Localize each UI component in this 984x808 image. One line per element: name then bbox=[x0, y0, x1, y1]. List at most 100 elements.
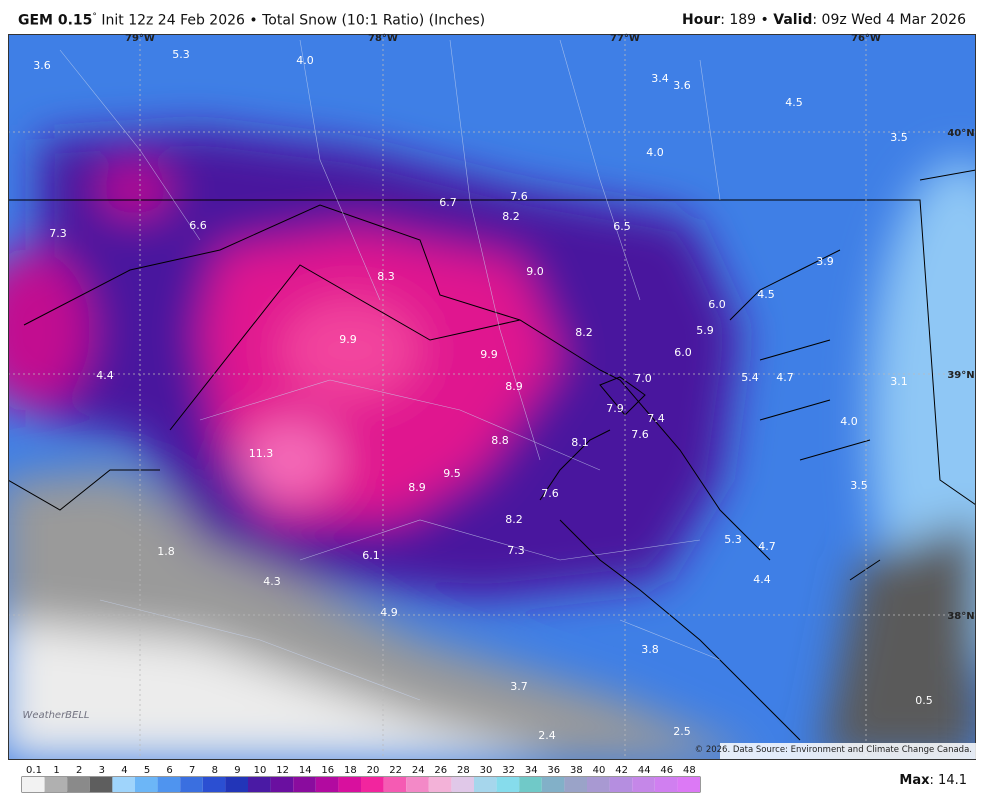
legend-swatch bbox=[135, 777, 158, 792]
legend-swatch bbox=[225, 777, 248, 792]
legend-tick-label: 38 bbox=[570, 765, 583, 776]
snow-total: 3.8 bbox=[641, 643, 659, 656]
legend-tick-label: 1 bbox=[53, 765, 59, 776]
legend-swatch bbox=[67, 777, 90, 792]
snow-total: 7.3 bbox=[507, 544, 525, 557]
snow-total: 4.0 bbox=[646, 146, 664, 159]
legend-swatch bbox=[22, 777, 45, 792]
snow-total: 0.5 bbox=[915, 694, 933, 707]
legend-swatch bbox=[474, 777, 497, 792]
snow-total: 4.5 bbox=[785, 96, 803, 109]
longitude-label: 78°W bbox=[368, 33, 398, 44]
snow-total: 8.2 bbox=[575, 326, 593, 339]
legend-swatch bbox=[44, 777, 68, 792]
legend-swatch bbox=[383, 777, 407, 792]
snow-total: 5.3 bbox=[172, 48, 190, 61]
legend-tick-label: 10 bbox=[254, 765, 267, 776]
snow-total: 8.9 bbox=[408, 481, 426, 494]
snow-total: 3.5 bbox=[890, 131, 908, 144]
valid-label: Valid bbox=[773, 12, 813, 28]
credit: © 2026. Data Source: Environment and Cli… bbox=[695, 745, 972, 755]
legend-tick-label: 26 bbox=[434, 765, 447, 776]
legend-tick-label: 20 bbox=[367, 765, 380, 776]
snow-total: 4.9 bbox=[380, 606, 398, 619]
legend-tick-label: 24 bbox=[412, 765, 425, 776]
legend-swatch bbox=[677, 777, 700, 792]
snow-field bbox=[8, 34, 976, 760]
legend-swatch bbox=[315, 777, 339, 792]
legend-tick-label: 6 bbox=[166, 765, 172, 776]
snow-total: 7.6 bbox=[631, 428, 649, 441]
snow-total: 6.1 bbox=[362, 549, 380, 562]
snow-total: 4.4 bbox=[753, 573, 771, 586]
snow-total: 4.7 bbox=[758, 540, 776, 553]
legend-swatch bbox=[361, 777, 384, 792]
longitude-label: 79°W bbox=[125, 33, 155, 44]
snow-total: 3.6 bbox=[33, 59, 51, 72]
legend-swatch bbox=[451, 777, 474, 792]
legend-swatch bbox=[519, 777, 542, 792]
legend-tick-label: 7 bbox=[189, 765, 195, 776]
header-right: Hour: 189 • Valid: 09z Wed 4 Mar 2026 bbox=[682, 12, 966, 28]
legend-tick-label: 5 bbox=[144, 765, 150, 776]
max-label: Max bbox=[899, 773, 930, 788]
snow-total: 8.9 bbox=[505, 380, 523, 393]
model: GEM 0.15 bbox=[18, 12, 93, 29]
snow-total: 7.3 bbox=[49, 227, 67, 240]
snow-total: 8.2 bbox=[505, 513, 523, 526]
snow-total: 6.5 bbox=[613, 220, 631, 233]
snow-total: 6.7 bbox=[439, 196, 457, 209]
legend-tick-label: 8 bbox=[212, 765, 218, 776]
snow-total: 1.8 bbox=[157, 545, 175, 558]
legend-tick-label: 28 bbox=[457, 765, 470, 776]
legend-swatch bbox=[338, 777, 361, 792]
snow-total: 3.1 bbox=[890, 375, 908, 388]
latitude-label: 40°N bbox=[947, 128, 974, 139]
snow-total: 11.3 bbox=[249, 447, 274, 460]
snow-total: 3.4 bbox=[651, 72, 669, 85]
legend-swatch bbox=[202, 777, 226, 792]
snow-total: 8.8 bbox=[491, 434, 509, 447]
snow-total: 7.6 bbox=[541, 487, 559, 500]
legend-swatch bbox=[609, 777, 633, 792]
legend-tick-label: 34 bbox=[525, 765, 538, 776]
snow-total: 3.6 bbox=[673, 79, 691, 92]
legend-tick-label: 2 bbox=[76, 765, 82, 776]
legend-tick-label: 22 bbox=[389, 765, 402, 776]
snow-total: 8.3 bbox=[377, 270, 395, 283]
legend-swatch bbox=[180, 777, 203, 792]
snow-total: 5.3 bbox=[724, 533, 742, 546]
map-frame bbox=[8, 34, 976, 760]
snow-total: 7.9 bbox=[606, 402, 624, 415]
legend-swatch bbox=[89, 777, 113, 792]
graticule bbox=[8, 34, 976, 760]
legend-tick-label: 30 bbox=[480, 765, 493, 776]
credit-bg bbox=[720, 743, 976, 759]
snow-total: 6.6 bbox=[189, 219, 207, 232]
snow-total: 5.4 bbox=[741, 371, 759, 384]
latitude-label: 39°N bbox=[947, 370, 974, 381]
legend-tick-label: 0.1 bbox=[26, 765, 42, 776]
legend-swatch bbox=[428, 777, 452, 792]
legend-tick-label: 42 bbox=[615, 765, 628, 776]
snow-total: 9.5 bbox=[443, 467, 461, 480]
legend-tick-label: 36 bbox=[547, 765, 560, 776]
max: Max: 14.1 bbox=[899, 773, 967, 788]
header-left: GEM 0.15° Init 12z 24 Feb 2026 • Total S… bbox=[18, 12, 485, 29]
snow-total: 4.7 bbox=[776, 371, 794, 384]
latitude-label: 38°N bbox=[947, 611, 974, 622]
longitude-label: 76°W bbox=[851, 33, 881, 44]
snow-total: 2.4 bbox=[538, 729, 556, 742]
snow-total: 2.5 bbox=[673, 725, 691, 738]
snow-total: 7.6 bbox=[510, 190, 528, 203]
legend-swatch bbox=[248, 777, 271, 792]
snow-total: 4.3 bbox=[263, 575, 281, 588]
snow-total: 8.1 bbox=[571, 436, 589, 449]
legend-tick-label: 9 bbox=[234, 765, 240, 776]
legend-tick-label: 18 bbox=[344, 765, 357, 776]
legend-swatch bbox=[564, 777, 587, 792]
snow-total: 7.0 bbox=[634, 372, 652, 385]
degree: ° bbox=[92, 12, 97, 22]
snow-total: 9.9 bbox=[339, 333, 357, 346]
